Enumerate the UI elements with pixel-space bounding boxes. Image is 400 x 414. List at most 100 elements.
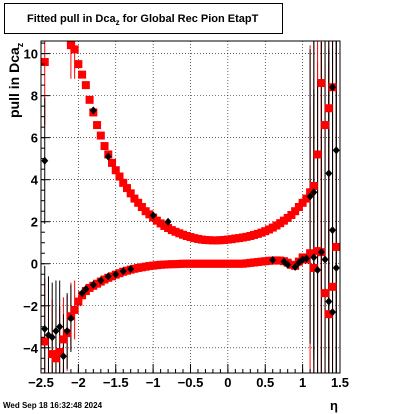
title-box: Fitted pull in Dcaz for Global Rec Pion … [4,3,283,34]
data-point-square [74,60,83,69]
data-point-diamond [325,297,333,306]
data-point-diamond [329,226,337,235]
data-point-diamond [317,248,325,257]
data-point-diamond [284,260,292,269]
data-point-square [309,181,318,190]
data-point-diamond [269,255,277,264]
data-point-square [328,282,337,291]
data-point-diamond [97,276,105,285]
data-point-square [306,188,315,197]
data-point-square [321,121,330,130]
data-point-diamond [41,156,49,165]
data-point-square [321,289,330,298]
data-point-diamond [127,264,135,273]
data-point-diamond [63,326,71,335]
x-axis-ticks: −2.5 −2 −1.5 −1 −0.5 0 0.5 1 1.5 [28,364,349,390]
data-point-diamond [67,314,75,323]
data-point-square [130,194,139,203]
data-point-square [111,166,120,175]
y-tick-label: −4 [23,341,39,356]
data-point-square [74,297,83,306]
data-point-square [313,150,322,159]
y-tick-label: 8 [31,89,38,104]
data-point-square [66,41,75,50]
data-point-square [100,142,109,151]
data-point-square [302,194,311,203]
x-tick-label: −1 [146,375,161,390]
data-point-diamond [306,192,314,201]
data-point-diamond [329,308,337,317]
y-tick-label: 10 [24,47,38,62]
data-point-diamond [321,255,329,264]
data-point-square [122,184,131,193]
x-axis-label: η [330,398,338,413]
data-point-square [324,310,333,319]
x-tick-label: −2 [71,375,86,390]
data-point-square [59,335,68,344]
data-point-square [119,178,128,187]
x-tick-label: −1.5 [103,375,129,390]
data-point-diamond [104,272,112,281]
y-tick-label: 2 [31,215,38,230]
data-point-square [93,121,102,130]
data-point-diamond [332,263,340,272]
data-point-diamond [104,152,112,161]
data-point-square [108,158,117,167]
x-tick-label: 1.5 [331,375,349,390]
data-point-diamond [52,326,60,335]
x-tick-label: 1 [299,375,306,390]
data-point-square [324,104,333,113]
x-tick-label: −0.5 [178,375,204,390]
data-point-diamond [310,253,318,262]
data-point-diamond [149,211,157,220]
data-point-diamond [329,83,337,92]
data-point-diamond [314,266,322,275]
data-point-diamond [119,267,127,276]
data-point-square [70,305,79,314]
x-tick-label: 0 [224,375,231,390]
data-point-square [291,207,300,216]
data-point-diamond [78,289,86,298]
data-point-square [55,347,64,356]
data-point-square [81,81,90,90]
data-point-diamond [291,262,299,271]
y-tick-label: 4 [31,173,39,188]
data-point-square [85,95,94,104]
data-point-diamond [164,217,172,226]
data-point-square [137,203,146,211]
data-point-diamond [310,188,318,197]
data-point-square [78,70,87,79]
data-point-diamond [59,352,67,361]
data-point-diamond [325,169,333,178]
data-point-diamond [89,280,97,289]
x-tick-label: 0.5 [256,375,274,390]
data-point-square [317,79,326,88]
data-point-square [40,337,49,346]
data-point-diamond [332,146,340,155]
data-point-square [40,58,49,67]
data-point-diamond [302,254,310,263]
data-point-square [48,350,57,359]
data-point-square [115,172,124,181]
data-point-square [70,45,79,54]
data-points [40,41,341,363]
data-point-diamond [89,106,97,115]
y-axis-ticks: −4 −2 0 2 4 6 8 10 [23,42,50,370]
timestamp: Wed Sep 18 16:32:48 2024 [3,401,103,410]
data-point-square [306,249,315,258]
data-point-square [309,263,318,272]
y-tick-label: −2 [23,299,38,314]
data-point-square [126,189,135,198]
data-point-square [294,203,303,211]
data-point-square [134,198,143,207]
data-point-square [51,354,60,363]
data-point-square [332,242,341,251]
x-tick-label: −2.5 [28,375,54,390]
data-point-diamond [82,284,90,293]
data-point-square [298,198,307,207]
data-point-diamond [112,270,120,279]
data-point-diamond [41,324,49,333]
y-tick-label: 0 [31,257,38,272]
chart-title: Fitted pull in Dcaz for Global Rec Pion … [27,13,259,28]
